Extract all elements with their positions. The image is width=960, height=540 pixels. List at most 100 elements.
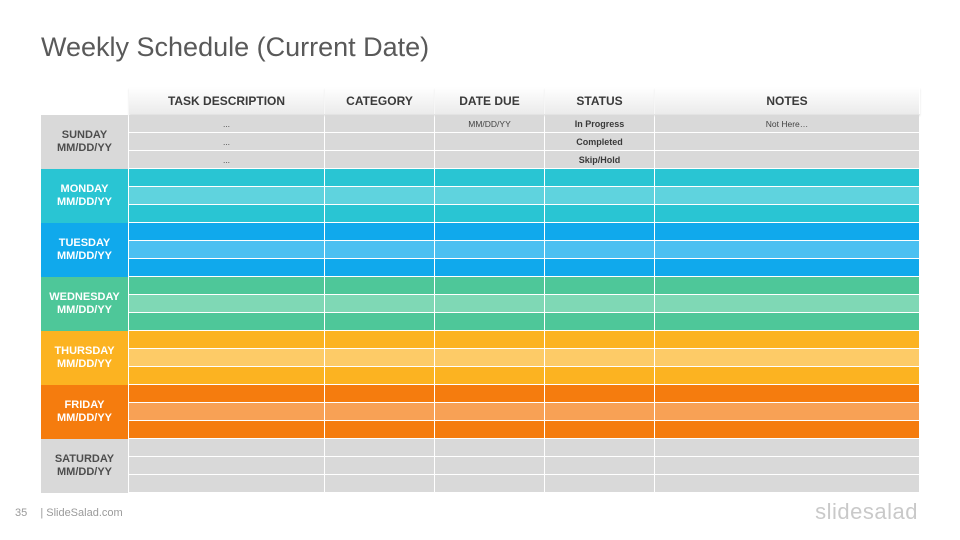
cell-notes[interactable] xyxy=(655,133,919,150)
cell-notes[interactable] xyxy=(655,187,919,204)
cell-category[interactable] xyxy=(325,223,434,240)
cell-notes[interactable] xyxy=(655,457,919,474)
cell-task-description[interactable]: ... xyxy=(129,151,324,168)
cell-status[interactable] xyxy=(545,277,654,294)
cell-task-description[interactable] xyxy=(129,439,324,456)
cell-category[interactable] xyxy=(325,385,434,402)
cell-task-description[interactable] xyxy=(129,187,324,204)
cell-status[interactable] xyxy=(545,223,654,240)
cell-task-description[interactable] xyxy=(129,349,324,366)
cell-notes[interactable] xyxy=(655,241,919,258)
cell-task-description[interactable] xyxy=(129,277,324,294)
cell-date-due[interactable] xyxy=(435,367,544,384)
cell-status[interactable] xyxy=(545,205,654,222)
cell-category[interactable] xyxy=(325,205,434,222)
cell-task-description[interactable] xyxy=(129,457,324,474)
cell-date-due[interactable] xyxy=(435,349,544,366)
cell-date-due[interactable] xyxy=(435,295,544,312)
cell-task-description[interactable] xyxy=(129,223,324,240)
cell-date-due[interactable] xyxy=(435,475,544,492)
cell-notes[interactable] xyxy=(655,151,919,168)
cell-status[interactable] xyxy=(545,331,654,348)
cell-date-due[interactable] xyxy=(435,205,544,222)
cell-status[interactable] xyxy=(545,475,654,492)
cell-status[interactable] xyxy=(545,439,654,456)
cell-notes[interactable] xyxy=(655,169,919,186)
cell-category[interactable] xyxy=(325,367,434,384)
cell-date-due[interactable] xyxy=(435,259,544,276)
cell-status[interactable] xyxy=(545,421,654,438)
cell-task-description[interactable] xyxy=(129,295,324,312)
cell-date-due[interactable] xyxy=(435,439,544,456)
cell-task-description[interactable] xyxy=(129,241,324,258)
cell-status[interactable] xyxy=(545,457,654,474)
cell-status[interactable] xyxy=(545,313,654,330)
cell-category[interactable] xyxy=(325,349,434,366)
cell-task-description[interactable]: ... xyxy=(129,133,324,150)
cell-category[interactable] xyxy=(325,151,434,168)
cell-status[interactable] xyxy=(545,169,654,186)
cell-notes[interactable]: Not Here… xyxy=(655,115,919,132)
cell-date-due[interactable] xyxy=(435,421,544,438)
cell-task-description[interactable]: ... xyxy=(129,115,324,132)
cell-notes[interactable] xyxy=(655,295,919,312)
cell-date-due[interactable] xyxy=(435,457,544,474)
cell-status[interactable] xyxy=(545,367,654,384)
cell-category[interactable] xyxy=(325,277,434,294)
cell-notes[interactable] xyxy=(655,421,919,438)
cell-status[interactable]: In Progress xyxy=(545,115,654,132)
cell-notes[interactable] xyxy=(655,223,919,240)
cell-status[interactable]: Completed xyxy=(545,133,654,150)
cell-date-due[interactable] xyxy=(435,223,544,240)
cell-status[interactable] xyxy=(545,385,654,402)
cell-notes[interactable] xyxy=(655,367,919,384)
cell-category[interactable] xyxy=(325,421,434,438)
cell-task-description[interactable] xyxy=(129,169,324,186)
cell-date-due[interactable] xyxy=(435,151,544,168)
cell-task-description[interactable] xyxy=(129,475,324,492)
cell-date-due[interactable]: MM/DD/YY xyxy=(435,115,544,132)
cell-status[interactable] xyxy=(545,295,654,312)
cell-date-due[interactable] xyxy=(435,277,544,294)
cell-status[interactable] xyxy=(545,403,654,420)
cell-status[interactable] xyxy=(545,259,654,276)
cell-status[interactable]: Skip/Hold xyxy=(545,151,654,168)
cell-category[interactable] xyxy=(325,331,434,348)
cell-task-description[interactable] xyxy=(129,205,324,222)
cell-date-due[interactable] xyxy=(435,169,544,186)
cell-task-description[interactable] xyxy=(129,385,324,402)
cell-category[interactable] xyxy=(325,475,434,492)
cell-category[interactable] xyxy=(325,115,434,132)
cell-category[interactable] xyxy=(325,313,434,330)
cell-notes[interactable] xyxy=(655,277,919,294)
cell-category[interactable] xyxy=(325,187,434,204)
cell-notes[interactable] xyxy=(655,205,919,222)
cell-category[interactable] xyxy=(325,403,434,420)
cell-task-description[interactable] xyxy=(129,421,324,438)
cell-status[interactable] xyxy=(545,349,654,366)
cell-category[interactable] xyxy=(325,133,434,150)
cell-category[interactable] xyxy=(325,169,434,186)
cell-notes[interactable] xyxy=(655,439,919,456)
cell-date-due[interactable] xyxy=(435,241,544,258)
cell-status[interactable] xyxy=(545,187,654,204)
cell-notes[interactable] xyxy=(655,313,919,330)
cell-category[interactable] xyxy=(325,439,434,456)
cell-date-due[interactable] xyxy=(435,313,544,330)
cell-status[interactable] xyxy=(545,241,654,258)
cell-date-due[interactable] xyxy=(435,187,544,204)
cell-task-description[interactable] xyxy=(129,313,324,330)
cell-notes[interactable] xyxy=(655,403,919,420)
cell-date-due[interactable] xyxy=(435,385,544,402)
cell-notes[interactable] xyxy=(655,349,919,366)
cell-task-description[interactable] xyxy=(129,259,324,276)
cell-date-due[interactable] xyxy=(435,403,544,420)
cell-notes[interactable] xyxy=(655,259,919,276)
cell-category[interactable] xyxy=(325,295,434,312)
cell-date-due[interactable] xyxy=(435,331,544,348)
cell-category[interactable] xyxy=(325,457,434,474)
cell-date-due[interactable] xyxy=(435,133,544,150)
cell-task-description[interactable] xyxy=(129,403,324,420)
cell-notes[interactable] xyxy=(655,475,919,492)
cell-notes[interactable] xyxy=(655,331,919,348)
